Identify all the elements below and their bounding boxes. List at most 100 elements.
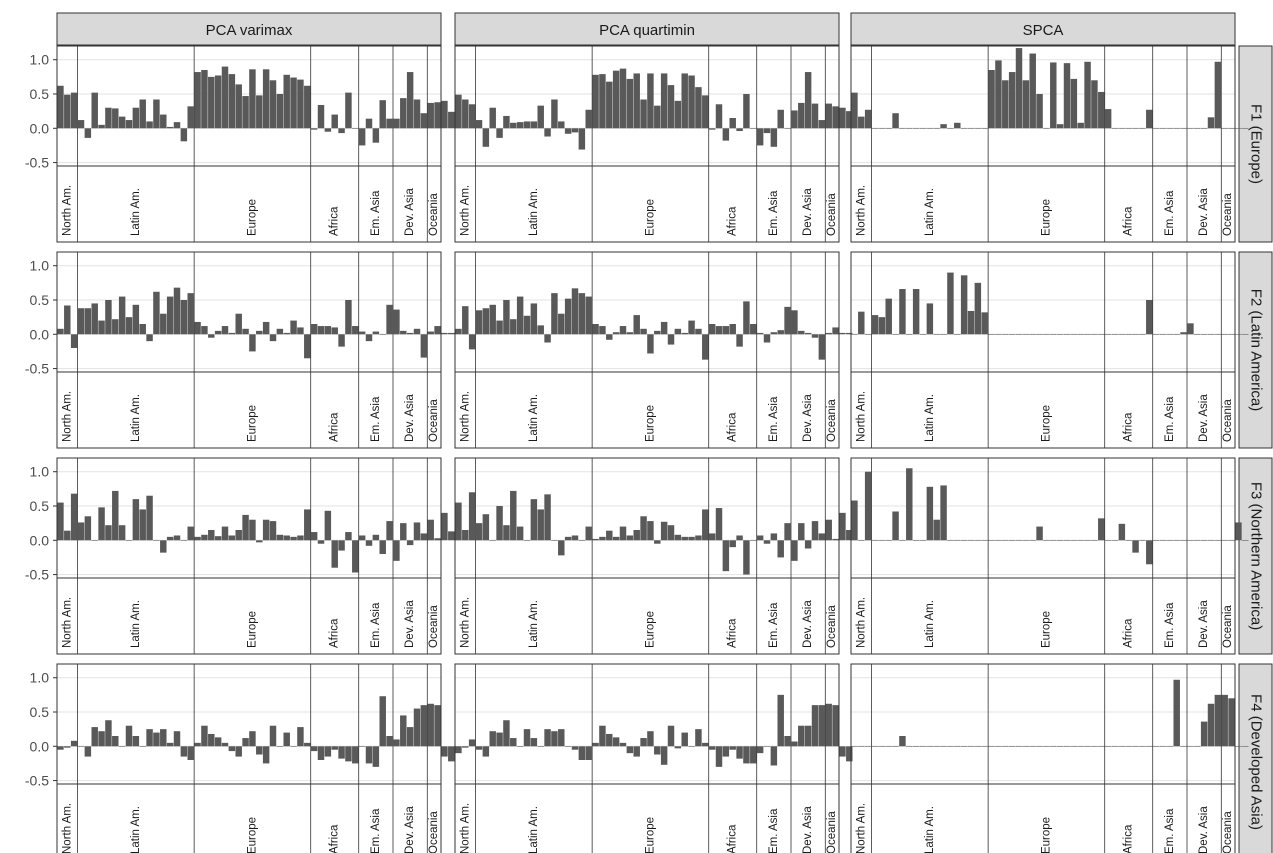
bar [715, 746, 723, 767]
region-label: Europe [1040, 817, 1052, 853]
bar [208, 334, 215, 338]
bar [1214, 539, 1222, 541]
bar [551, 731, 558, 747]
bar [345, 746, 352, 762]
bar [926, 127, 934, 129]
region-label: Dev. Asia [404, 806, 416, 853]
bar [352, 127, 359, 129]
bar [878, 127, 886, 129]
bar [899, 539, 906, 541]
bar [249, 334, 256, 352]
region-label-box [850, 165, 1236, 243]
bar [667, 725, 675, 747]
bar [269, 80, 277, 129]
bar [592, 742, 599, 747]
bar [235, 84, 242, 129]
bar [750, 324, 757, 335]
bar [235, 746, 242, 757]
bar [804, 725, 812, 747]
region-label: North Am. [855, 597, 867, 648]
bar [1002, 333, 1009, 335]
bar [1029, 53, 1036, 129]
bar [940, 485, 947, 541]
bar [995, 333, 1002, 335]
bar [1180, 539, 1187, 541]
bar [1098, 91, 1105, 129]
bar [832, 705, 839, 747]
bar [283, 332, 290, 335]
bar [1077, 745, 1084, 747]
bar [715, 508, 723, 541]
bar [523, 729, 531, 747]
bar [640, 328, 647, 335]
bar [427, 519, 434, 541]
bar [1098, 333, 1105, 335]
bar [871, 315, 879, 335]
bar [1084, 745, 1091, 747]
bar [571, 288, 579, 335]
region-label: Oceania [428, 605, 440, 648]
bar [132, 304, 140, 335]
bar [64, 746, 71, 748]
bar [125, 539, 133, 541]
bar [276, 94, 284, 129]
bar [372, 331, 380, 335]
region-label: Europe [644, 611, 656, 648]
bar [221, 742, 229, 747]
bar [228, 535, 236, 541]
bar [64, 94, 71, 129]
bar [1002, 745, 1009, 747]
bar [743, 746, 750, 764]
bar [791, 310, 798, 335]
bar [1036, 333, 1043, 335]
bar [427, 331, 434, 335]
bar [777, 109, 784, 129]
bar [660, 321, 668, 335]
bar [297, 727, 304, 747]
bar [736, 746, 743, 759]
y-tick-label: 1.0 [30, 670, 50, 686]
region-label: North Am. [855, 803, 867, 853]
bar [166, 742, 174, 747]
bar [317, 746, 325, 760]
bar [995, 60, 1002, 129]
region-label: Africa [329, 412, 341, 442]
bar [818, 533, 826, 541]
bar [818, 705, 826, 747]
bar [1008, 539, 1016, 541]
bar [194, 742, 201, 747]
bar [194, 536, 201, 541]
region-label-box [850, 577, 1236, 655]
bar [633, 315, 640, 335]
bar [84, 128, 92, 138]
bar [420, 705, 428, 747]
bar [858, 311, 865, 335]
bar [146, 729, 153, 747]
bar [708, 324, 716, 335]
bar [420, 113, 428, 129]
bar [310, 746, 318, 752]
bar [722, 746, 730, 757]
bar [91, 92, 98, 129]
bar [365, 746, 373, 764]
region-label: Oceania [1222, 399, 1234, 442]
bar [919, 745, 927, 747]
bar [221, 326, 229, 335]
bar [571, 128, 579, 133]
bar [954, 122, 961, 129]
region-label: North Am. [459, 185, 471, 236]
bar [393, 118, 400, 129]
region-label: Europe [1040, 405, 1052, 442]
panel-border [850, 251, 1236, 373]
bar [674, 100, 682, 129]
bar [858, 116, 865, 129]
bar [832, 327, 839, 335]
bar [558, 540, 565, 556]
bar [954, 539, 961, 541]
bar [406, 727, 414, 747]
bar [57, 328, 64, 335]
bar [372, 534, 380, 541]
row-strip-label: F4 (Developed Asia) [1248, 694, 1265, 830]
bar [798, 523, 805, 541]
region-label: Em. Asia [768, 396, 780, 442]
